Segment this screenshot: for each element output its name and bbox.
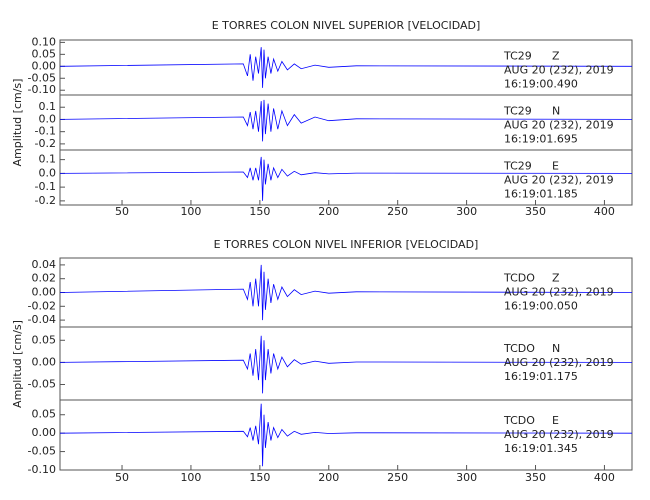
date-label: AUG 20 (232), 2019	[504, 174, 614, 187]
chart-title: E TORRES COLON NIVEL SUPERIOR [VELOCIDAD…	[212, 19, 481, 32]
x-tick-label: 350	[525, 471, 546, 484]
x-tick-label: 300	[456, 471, 477, 484]
x-tick-label: 200	[318, 205, 339, 218]
x-tick-label: 300	[456, 205, 477, 218]
station-label: TCDO	[503, 414, 535, 427]
date-label: AUG 20 (232), 2019	[504, 428, 614, 441]
y-tick-label: 0.00	[32, 286, 57, 299]
y-tick-label: 0.1	[39, 153, 57, 166]
waveform	[59, 99, 633, 142]
y-tick-label: 0.05	[32, 47, 57, 60]
y-tick-label: 0.02	[32, 272, 57, 285]
date-label: AUG 20 (232), 2019	[504, 119, 614, 132]
y-tick-label: -0.1	[35, 180, 56, 193]
y-tick-label: 0.00	[32, 355, 57, 368]
y-tick-label: 0.00	[32, 59, 57, 72]
y-tick-label: 0.00	[32, 426, 57, 439]
x-tick-label: 150	[249, 471, 270, 484]
y-tick-label: -0.04	[28, 313, 56, 326]
time-label: 16:19:01.175	[504, 370, 578, 383]
y-tick-label: -0.2	[35, 137, 56, 150]
component-label: Z	[552, 272, 560, 285]
y-tick-label: -0.05	[28, 445, 56, 458]
panel-frame	[59, 149, 633, 206]
component-label: E	[552, 414, 559, 427]
x-tick-label: 400	[594, 471, 615, 484]
station-label: TC29	[503, 105, 532, 118]
x-tick-label: 50	[115, 471, 129, 484]
station-label: TC29	[503, 50, 532, 63]
y-tick-label: -0.2	[35, 194, 56, 207]
station-label: TC29	[503, 160, 532, 173]
x-tick-label: 250	[387, 471, 408, 484]
waveform	[59, 47, 633, 88]
y-tick-label: 0.1	[39, 100, 57, 113]
chart-title: E TORRES COLON NIVEL INFERIOR [VELOCIDAD…	[214, 238, 479, 251]
y-tick-label: -0.02	[28, 299, 56, 312]
y-tick-label: 0.0	[39, 166, 57, 179]
waveform	[59, 156, 633, 201]
time-label: 16:19:01.345	[504, 442, 578, 455]
y-tick-label: -0.10	[28, 83, 56, 96]
x-tick-label: 100	[180, 471, 201, 484]
waveform	[59, 403, 633, 467]
x-tick-label: 200	[318, 471, 339, 484]
y-tick-label: -0.1	[35, 125, 56, 138]
waveform	[59, 264, 633, 321]
y-tick-label: -0.05	[28, 71, 56, 84]
y-axis-label: Amplitud [cm/s]	[11, 320, 24, 408]
component-label: N	[552, 105, 560, 118]
y-tick-label: 0.10	[32, 35, 57, 48]
x-tick-label: 100	[180, 205, 201, 218]
time-label: 16:19:01.695	[504, 133, 578, 146]
x-tick-label: 400	[594, 205, 615, 218]
station-label: TCDO	[503, 272, 535, 285]
component-label: N	[552, 342, 560, 355]
date-label: AUG 20 (232), 2019	[504, 356, 614, 369]
y-axis-label: Amplitud [cm/s]	[11, 79, 24, 167]
x-tick-label: 250	[387, 205, 408, 218]
time-label: 16:19:00.050	[504, 300, 578, 313]
waveform	[59, 335, 633, 394]
date-label: AUG 20 (232), 2019	[504, 64, 614, 77]
station-label: TCDO	[503, 342, 535, 355]
y-tick-label: 0.0	[39, 112, 57, 125]
time-label: 16:19:00.490	[504, 78, 578, 91]
component-label: E	[552, 160, 559, 173]
time-label: 16:19:01.185	[504, 188, 578, 201]
y-tick-label: -0.05	[28, 378, 56, 391]
date-label: AUG 20 (232), 2019	[504, 286, 614, 299]
y-tick-label: -0.10	[28, 463, 56, 476]
x-tick-label: 50	[115, 205, 129, 218]
x-tick-label: 150	[249, 205, 270, 218]
y-tick-label: 0.05	[32, 408, 57, 421]
component-label: Z	[552, 50, 560, 63]
x-tick-label: 350	[525, 205, 546, 218]
y-tick-label: 0.05	[32, 333, 57, 346]
panel-frame	[59, 399, 633, 471]
y-tick-label: 0.04	[32, 258, 57, 271]
